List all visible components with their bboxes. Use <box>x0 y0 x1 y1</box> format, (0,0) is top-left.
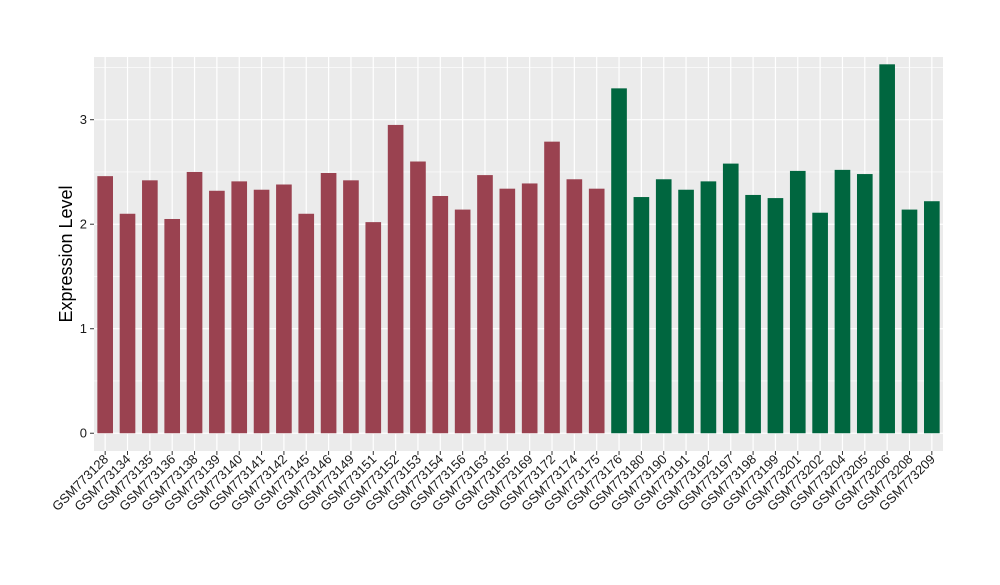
y-tick-label: 1 <box>80 321 87 336</box>
bar-GSM773198 <box>745 194 761 434</box>
bar-GSM773165 <box>499 188 516 434</box>
bar-GSM773172 <box>544 141 560 434</box>
bar-GSM773141 <box>253 189 270 434</box>
bar-GSM773205 <box>856 174 873 434</box>
y-axis: 0 1 2 3 <box>80 112 94 441</box>
bar-GSM773151 <box>365 222 382 434</box>
y-axis-label: Expression Level <box>56 185 76 322</box>
y-tick-label: 2 <box>80 217 87 232</box>
bar-GSM773128 <box>97 176 113 434</box>
bar-GSM773136 <box>164 218 181 434</box>
bar-GSM773180 <box>633 197 650 434</box>
bar-GSM773134 <box>119 213 136 434</box>
bar-GSM773192 <box>700 181 717 434</box>
bar-GSM773145 <box>298 213 315 434</box>
bar-GSM773153 <box>410 161 426 434</box>
bar-GSM773190 <box>655 179 672 434</box>
bar-GSM773142 <box>276 184 292 434</box>
bar-GSM773201 <box>789 170 806 434</box>
bar-GSM773174 <box>566 179 583 434</box>
bar-GSM773206 <box>879 64 895 434</box>
bar-GSM773191 <box>678 189 694 434</box>
bar-GSM773204 <box>834 169 851 434</box>
bar-GSM773154 <box>432 195 449 434</box>
bar-GSM773149 <box>343 180 359 434</box>
bar-GSM773209 <box>924 201 940 434</box>
bar-series <box>97 64 940 434</box>
bar-GSM773135 <box>142 180 158 434</box>
y-tick-label: 3 <box>80 112 87 127</box>
bar-GSM773197 <box>722 163 739 434</box>
y-tick-label: 0 <box>80 426 87 441</box>
bar-GSM773140 <box>231 181 248 434</box>
bar-GSM773163 <box>477 175 493 434</box>
bar-GSM773169 <box>521 183 538 434</box>
bar-GSM773146 <box>320 173 337 434</box>
bar-GSM773202 <box>812 212 828 434</box>
bar-GSM773152 <box>387 124 404 434</box>
bar-GSM773139 <box>209 190 225 434</box>
bar-GSM773199 <box>767 198 784 434</box>
bar-GSM773156 <box>454 209 471 434</box>
bar-GSM773138 <box>186 171 203 434</box>
x-axis: GSM773128GSM773134GSM773135GSM773136GSM7… <box>49 451 938 514</box>
bar-GSM773208 <box>901 209 918 434</box>
bar-GSM773176 <box>611 88 627 434</box>
bar-GSM773175 <box>588 188 605 434</box>
